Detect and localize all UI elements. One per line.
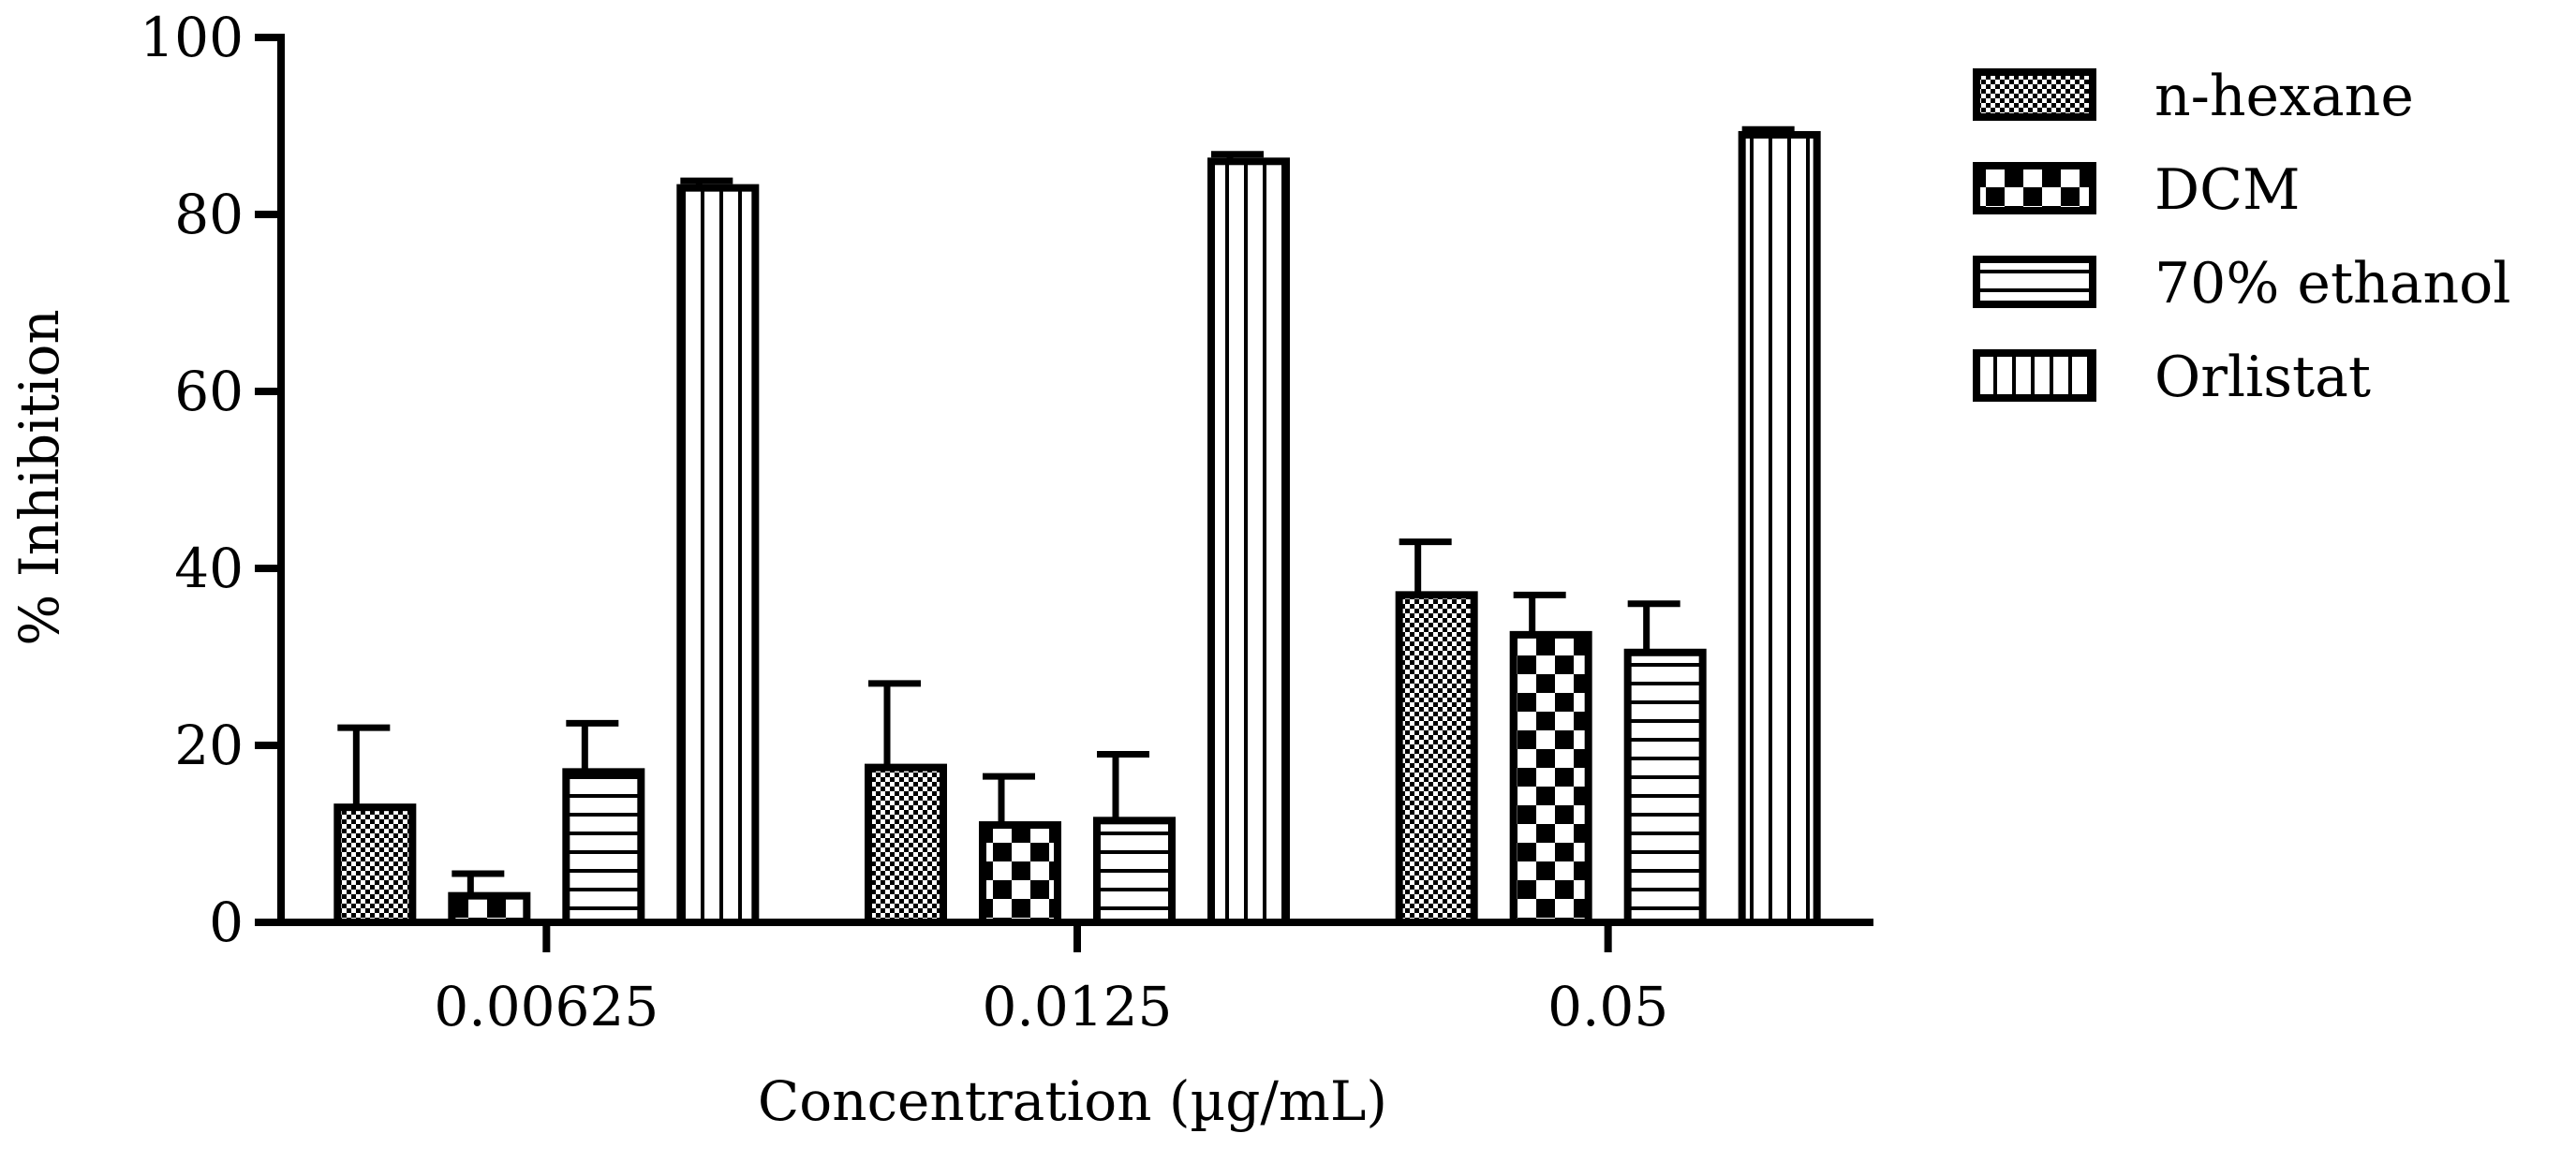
y-ticks: 0 20 40 60 80 100 bbox=[140, 6, 281, 954]
bar-n-hexane bbox=[1395, 591, 1478, 926]
legend-label: Orlistat bbox=[2154, 345, 2371, 410]
legend: n-hexane DCM 70% ethanol Orlistat bbox=[1973, 64, 2510, 410]
x-ticks: 0.00625 0.0125 0.05 bbox=[434, 922, 1668, 1038]
bar-orlistat bbox=[1738, 130, 1821, 926]
legend-swatch bbox=[1973, 162, 2096, 214]
legend-swatch bbox=[1973, 68, 2096, 121]
bar-n-hexane bbox=[865, 763, 947, 926]
legend-label: 70% ethanol bbox=[2154, 251, 2510, 317]
bar-orlistat bbox=[1207, 157, 1290, 927]
y-tick-label: 80 bbox=[174, 183, 244, 246]
x-tick-label: 0.00625 bbox=[434, 975, 659, 1038]
y-axis-title: % Inhibition bbox=[7, 309, 71, 646]
bar-70-ethanol bbox=[1623, 648, 1707, 927]
bar-dcm bbox=[1509, 630, 1592, 926]
legend-swatch bbox=[1973, 349, 2096, 402]
y-tick-label: 20 bbox=[174, 714, 244, 777]
bar-dcm bbox=[979, 821, 1061, 926]
x-tick-label: 0.05 bbox=[1547, 975, 1668, 1038]
legend-label: n-hexane bbox=[2154, 64, 2414, 129]
bar-dcm bbox=[448, 891, 531, 927]
bar-n-hexane bbox=[333, 803, 417, 927]
bars bbox=[333, 130, 1821, 927]
y-tick-label: 60 bbox=[174, 360, 244, 423]
y-tick-label: 0 bbox=[209, 891, 244, 954]
x-tick-label: 0.0125 bbox=[983, 975, 1173, 1038]
bar-70-ethanol bbox=[562, 768, 645, 926]
y-tick-label: 40 bbox=[174, 537, 244, 600]
error-bars bbox=[337, 125, 1795, 896]
legend-swatch bbox=[1973, 256, 2096, 308]
bar-orlistat bbox=[676, 184, 760, 926]
y-tick-label: 100 bbox=[140, 6, 244, 69]
x-axis-title: Concentration (µg/mL) bbox=[758, 1069, 1387, 1133]
bar-70-ethanol bbox=[1093, 817, 1176, 927]
legend-label: DCM bbox=[2154, 157, 2300, 223]
